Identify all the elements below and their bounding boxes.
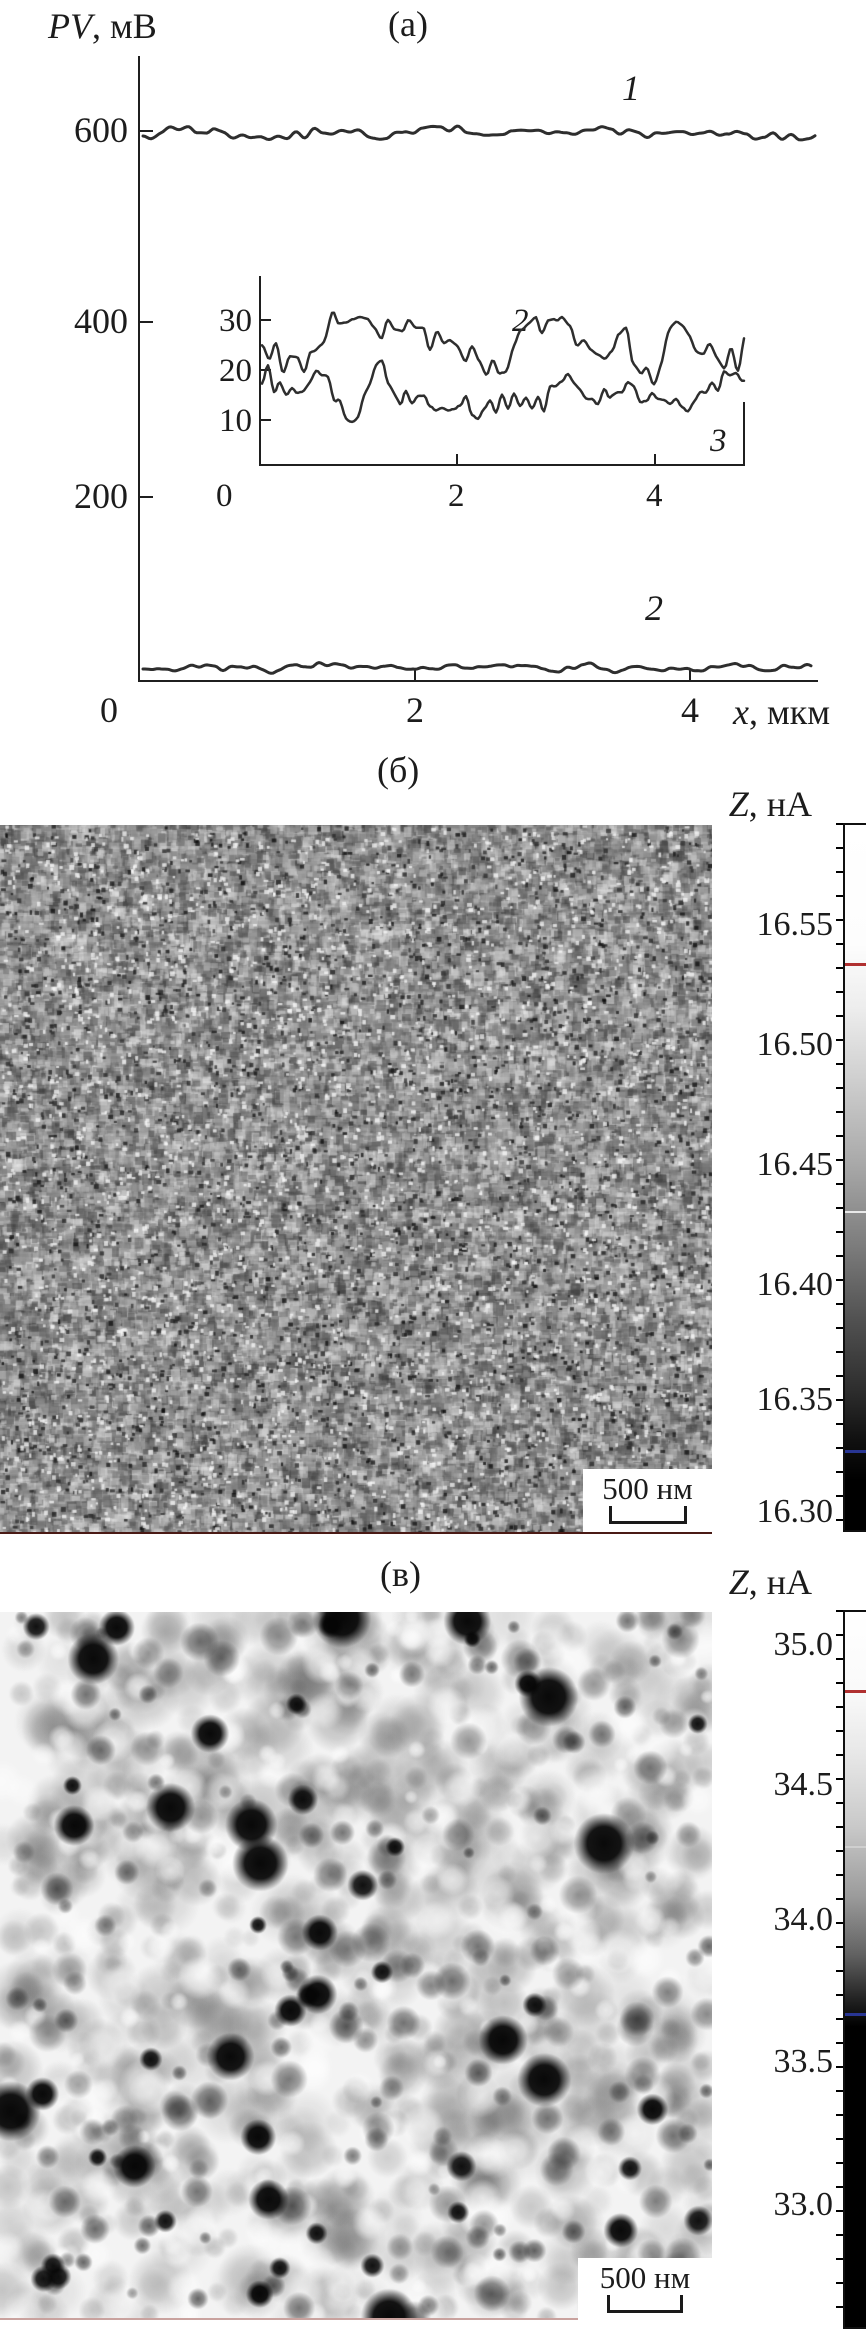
- pv-unit: , мВ: [91, 6, 157, 46]
- panel-a-x-axis-line: [138, 680, 818, 682]
- z-symbol: Z: [728, 784, 749, 824]
- pv-symbol: PV: [48, 6, 92, 46]
- inset-y-tick-label: 20: [219, 353, 252, 389]
- inset-y-tick-label: 30: [219, 303, 252, 339]
- scale-bar-c-bracket: [607, 2295, 683, 2313]
- colorbar-c-tick-label: 34.5: [773, 1766, 834, 1803]
- colorbar-b-tick-label: 16.55: [756, 906, 834, 943]
- colorbar-b-tick-label: 16.35: [756, 1381, 834, 1418]
- colorbar-b-minor-ticks: [836, 823, 843, 1532]
- z-unit: , нА: [748, 784, 812, 824]
- colorbar-b-red-marker: [845, 963, 866, 966]
- colorbar-c-tick-label: 33.5: [773, 2043, 834, 2080]
- inset-curve-2: [260, 311, 746, 386]
- panel-c-title: (в): [380, 1554, 421, 1594]
- inset-y-tick-label: 10: [219, 403, 252, 439]
- x-tick-label: 0: [100, 690, 118, 730]
- colorbar-b-tick-label: 16.30: [756, 1493, 834, 1530]
- scale-bar-b-label: 500 нм: [602, 1471, 693, 1506]
- panel-a-y-axis-title: PV, мВ: [48, 8, 157, 44]
- colorbar-c-blue-marker: [845, 2013, 866, 2016]
- x-unit: , мкм: [748, 692, 831, 732]
- scale-bar-b: 500 нм: [583, 1469, 712, 1532]
- x-symbol: x: [733, 692, 749, 732]
- x-tick-label: 4: [681, 690, 699, 730]
- inset-x-axis-line: [259, 464, 745, 466]
- scale-bar-c: 500 нм: [578, 2258, 712, 2320]
- x-tick-4: [689, 668, 691, 680]
- colorbar-b-tick-label: 16.50: [756, 1026, 834, 1063]
- y-tick-400: [140, 321, 153, 323]
- colorbar-b-tick-label: 16.40: [756, 1266, 834, 1303]
- colorbar-c-tick-label: 33.0: [773, 2186, 834, 2223]
- scale-bar-c-label: 500 нм: [599, 2260, 691, 2295]
- colorbar-b: [843, 823, 866, 1532]
- y-tick-label: 200: [74, 476, 128, 516]
- curve-2-label: 2: [645, 588, 663, 628]
- panel-a-plot: [141, 124, 817, 675]
- colorbar-c-minor-ticks: [836, 1610, 843, 2329]
- inset-y-axis-line: [259, 276, 261, 466]
- inset-x-tick-label: 2: [448, 478, 465, 514]
- inset-x-tick-2: [456, 454, 458, 464]
- colorbar-b-blue-marker: [845, 1450, 866, 1453]
- colorbar-b-tick-label: 16.45: [756, 1146, 834, 1183]
- panel-b-title: (б): [377, 750, 420, 790]
- curve-1-label: 1: [622, 68, 640, 108]
- inset-right-axis-line: [743, 402, 745, 466]
- panel-a-title: (а): [388, 4, 428, 44]
- colorbar-c-tick-label: 34.0: [773, 1901, 834, 1938]
- afm-image-b: [0, 825, 712, 1534]
- panel-a-y-axis-line: [138, 56, 140, 682]
- y-tick-600: [140, 130, 153, 132]
- inset-x-tick-label: 0: [216, 478, 233, 514]
- inset-x-tick-4: [654, 454, 656, 464]
- scale-bar-b-bracket: [608, 1506, 687, 1524]
- panel-c-colorbar-title: Z, нА: [700, 1564, 812, 1600]
- colorbar-c: [843, 1610, 866, 2329]
- inset-curve-3-label: 3: [710, 423, 727, 459]
- colorbar-c-tick-label: 35.0: [773, 1626, 834, 1663]
- panel-a-x-axis-title: x, мкм: [733, 694, 830, 730]
- y-tick-label: 600: [74, 110, 128, 150]
- z-unit: , нА: [748, 1562, 812, 1602]
- curve-1: [141, 124, 817, 142]
- colorbar-b-white-line: [845, 1211, 866, 1213]
- panel-b-colorbar-title: Z, нА: [700, 786, 812, 822]
- colorbar-c-gray-line: [845, 1846, 866, 1848]
- afm-image-c: [0, 1612, 712, 2320]
- x-tick-2: [414, 668, 416, 680]
- curve-2: [141, 661, 813, 675]
- inset-curve-3: [260, 359, 746, 424]
- inset-y-tick-10: [261, 419, 271, 421]
- z-symbol: Z: [728, 1562, 749, 1602]
- y-tick-200: [140, 496, 153, 498]
- inset-y-tick-30: [261, 319, 271, 321]
- colorbar-c-red-marker: [845, 1690, 866, 1693]
- x-tick-label: 2: [406, 690, 424, 730]
- y-tick-label: 400: [74, 301, 128, 341]
- inset-x-tick-label: 4: [646, 478, 663, 514]
